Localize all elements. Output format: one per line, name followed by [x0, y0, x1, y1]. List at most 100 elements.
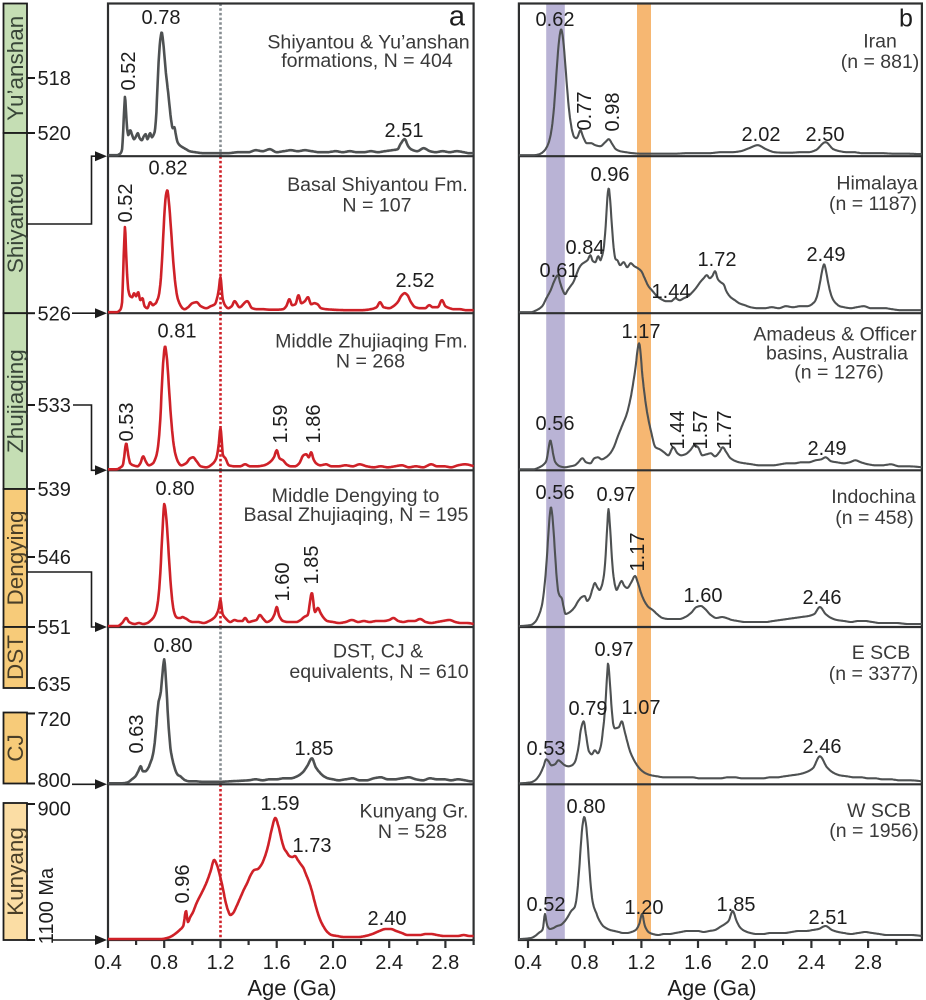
svg-text:(n = 458): (n = 458) [835, 507, 914, 529]
svg-text:0.8: 0.8 [150, 952, 178, 974]
svg-text:0.56: 0.56 [536, 413, 575, 435]
svg-text:Shiyantou: Shiyantou [3, 173, 28, 273]
svg-text:W SCB: W SCB [847, 800, 911, 822]
svg-text:(n = 881): (n = 881) [841, 51, 920, 73]
svg-text:N = 528: N = 528 [378, 821, 447, 843]
svg-text:2.46: 2.46 [803, 587, 842, 609]
svg-text:0.81: 0.81 [158, 321, 197, 343]
svg-text:a: a [449, 1, 466, 33]
svg-text:1.60: 1.60 [684, 585, 723, 607]
svg-text:0.62: 0.62 [536, 9, 575, 31]
svg-text:2.51: 2.51 [385, 120, 424, 142]
svg-text:2.49: 2.49 [807, 244, 846, 266]
svg-text:Basal Zhujiaqing, N = 195: Basal Zhujiaqing, N = 195 [244, 504, 469, 526]
svg-text:0.78: 0.78 [142, 7, 181, 29]
svg-text:1.72: 1.72 [698, 249, 737, 271]
svg-text:N = 107: N = 107 [342, 194, 411, 216]
svg-text:1.44: 1.44 [652, 281, 691, 303]
svg-text:533: 533 [38, 395, 71, 417]
svg-text:CJ: CJ [3, 734, 28, 762]
svg-text:Age (Ga): Age (Ga) [667, 976, 756, 1000]
svg-text:Kunyang: Kunyang [3, 827, 28, 916]
svg-text:b: b [899, 5, 913, 33]
svg-text:1100 Ma: 1100 Ma [36, 867, 58, 944]
svg-text:N = 268: N = 268 [336, 351, 405, 373]
svg-text:0.53: 0.53 [527, 738, 566, 760]
svg-text:Zhujiaqing: Zhujiaqing [3, 349, 28, 453]
svg-text:0.56: 0.56 [536, 482, 575, 504]
svg-text:1.86: 1.86 [303, 405, 325, 444]
svg-text:520: 520 [38, 123, 71, 145]
svg-text:2.02: 2.02 [742, 124, 781, 146]
svg-text:Dengying: Dengying [3, 510, 28, 605]
svg-text:2.52: 2.52 [396, 270, 435, 292]
svg-text:0.4: 0.4 [94, 952, 122, 974]
svg-text:1.44: 1.44 [667, 411, 689, 450]
svg-text:0.84: 0.84 [566, 237, 605, 259]
svg-text:Amadeus & Officer: Amadeus & Officer [753, 324, 917, 346]
svg-text:basins, Australia: basins, Australia [766, 343, 908, 365]
svg-text:1.17: 1.17 [627, 533, 649, 572]
svg-text:1.73: 1.73 [293, 835, 332, 857]
svg-text:Middle Zhujiaqing Fm.: Middle Zhujiaqing Fm. [275, 330, 468, 352]
svg-text:0.80: 0.80 [156, 478, 195, 500]
svg-text:1.2: 1.2 [207, 952, 235, 974]
svg-text:1.59: 1.59 [270, 405, 292, 444]
svg-text:0.52: 0.52 [118, 52, 140, 91]
svg-text:1.6: 1.6 [263, 952, 291, 974]
svg-text:0.63: 0.63 [126, 715, 148, 754]
svg-text:0.97: 0.97 [595, 639, 634, 661]
svg-text:2.50: 2.50 [806, 124, 845, 146]
svg-text:2.0: 2.0 [741, 952, 769, 974]
svg-text:900: 900 [38, 799, 71, 821]
svg-text:1.77: 1.77 [714, 411, 736, 450]
svg-text:1.60: 1.60 [272, 563, 294, 602]
svg-text:551: 551 [38, 617, 71, 639]
svg-text:Kunyang Gr.: Kunyang Gr. [360, 801, 469, 823]
svg-text:DST: DST [3, 635, 28, 680]
svg-text:546: 546 [38, 547, 71, 569]
svg-text:1.85: 1.85 [301, 546, 323, 585]
svg-text:1.6: 1.6 [684, 952, 712, 974]
svg-text:Middle Dengying to: Middle Dengying to [272, 485, 440, 507]
svg-text:0.79: 0.79 [569, 698, 608, 720]
svg-text:2.4: 2.4 [797, 952, 825, 974]
svg-text:(n = 1187): (n = 1187) [829, 193, 917, 215]
svg-text:Shiyantou & Yu’anshan: Shiyantou & Yu’anshan [267, 32, 469, 54]
svg-text:equivalents, N = 610: equivalents, N = 610 [289, 661, 468, 683]
svg-text:DST, CJ &: DST, CJ & [333, 641, 423, 663]
svg-text:0.52: 0.52 [115, 184, 137, 223]
svg-text:Indochina: Indochina [831, 486, 916, 508]
svg-text:1.59: 1.59 [261, 793, 300, 815]
svg-text:0.53: 0.53 [116, 403, 138, 442]
svg-text:1.20: 1.20 [625, 897, 664, 919]
svg-text:2.51: 2.51 [809, 907, 848, 929]
svg-text:1.07: 1.07 [622, 697, 661, 719]
svg-text:(n = 3377): (n = 3377) [829, 663, 918, 685]
svg-text:0.8: 0.8 [571, 952, 599, 974]
svg-text:Basal Shiyantou Fm.: Basal Shiyantou Fm. [287, 174, 468, 196]
svg-text:0.98: 0.98 [602, 93, 624, 132]
svg-text:0.80: 0.80 [567, 796, 606, 818]
svg-text:2.4: 2.4 [375, 952, 403, 974]
svg-text:635: 635 [38, 674, 71, 696]
svg-text:0.96: 0.96 [591, 164, 630, 186]
svg-text:0.61: 0.61 [540, 260, 579, 282]
svg-text:2.40: 2.40 [368, 908, 407, 930]
svg-text:0.96: 0.96 [172, 865, 194, 904]
svg-text:0.4: 0.4 [514, 952, 542, 974]
svg-text:Iran: Iran [863, 31, 897, 53]
svg-text:2.0: 2.0 [319, 952, 347, 974]
svg-text:0.97: 0.97 [597, 484, 636, 506]
svg-text:518: 518 [38, 68, 71, 90]
svg-text:1.2: 1.2 [627, 952, 655, 974]
svg-text:1.57: 1.57 [690, 411, 712, 450]
svg-text:800: 800 [38, 770, 71, 792]
svg-text:formations, N = 404: formations, N = 404 [281, 50, 453, 72]
svg-text:539: 539 [38, 479, 71, 501]
svg-text:1.85: 1.85 [717, 894, 756, 916]
svg-text:Age (Ga): Age (Ga) [247, 976, 336, 1000]
svg-text:(n = 1276): (n = 1276) [794, 362, 883, 384]
svg-text:720: 720 [38, 709, 71, 731]
svg-text:1.17: 1.17 [622, 321, 661, 343]
